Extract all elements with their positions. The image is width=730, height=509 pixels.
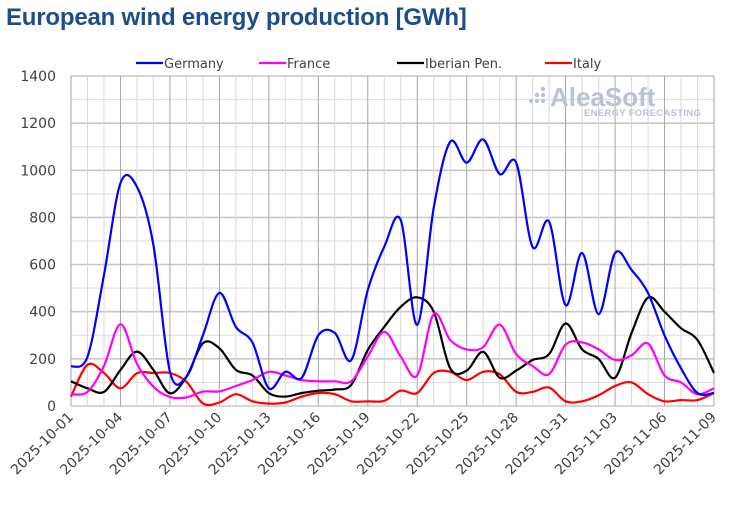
watermark-tagline: ENERGY FORECASTING <box>584 108 701 119</box>
legend-item-germany: Germany <box>136 57 224 72</box>
legend-label: Italy <box>573 57 602 72</box>
y-tick-label: 1000 <box>20 163 56 179</box>
series-line-italy <box>70 362 715 407</box>
legend-label: Iberian Pen. <box>425 57 502 72</box>
chart-title: European wind energy production [GWh] <box>6 4 467 31</box>
series-lines <box>70 138 715 407</box>
series-line-iberian-pen <box>70 295 715 398</box>
aleasoft-dots-icon <box>528 86 546 104</box>
y-tick-label: 400 <box>29 305 56 321</box>
legend-label: France <box>287 57 330 72</box>
y-tick-label: 1200 <box>20 116 56 132</box>
y-tick-label: 800 <box>29 210 56 226</box>
series-line-germany <box>70 138 715 396</box>
y-tick-label: 600 <box>29 258 56 274</box>
y-tick-label: 1400 <box>20 69 56 85</box>
x-axis: 2025-10-012025-10-042025-10-072025-10-10… <box>8 409 720 478</box>
legend-item-iberian-pen: Iberian Pen. <box>397 57 502 72</box>
y-tick-label: 200 <box>29 352 56 368</box>
legend-label: Germany <box>164 57 224 72</box>
series-line-france <box>70 312 715 400</box>
legend-item-italy: Italy <box>545 57 602 72</box>
watermark: AleaSoft ENERGY FORECASTING <box>528 82 701 119</box>
watermark-brand: AleaSoft <box>550 82 656 112</box>
legend: Germany France Iberian Pen. Italy <box>136 57 602 72</box>
y-axis: 0 200 400 600 800 1000 1200 1400 <box>20 69 56 415</box>
y-tick-label: 0 <box>47 399 56 415</box>
legend-item-france: France <box>259 57 330 72</box>
